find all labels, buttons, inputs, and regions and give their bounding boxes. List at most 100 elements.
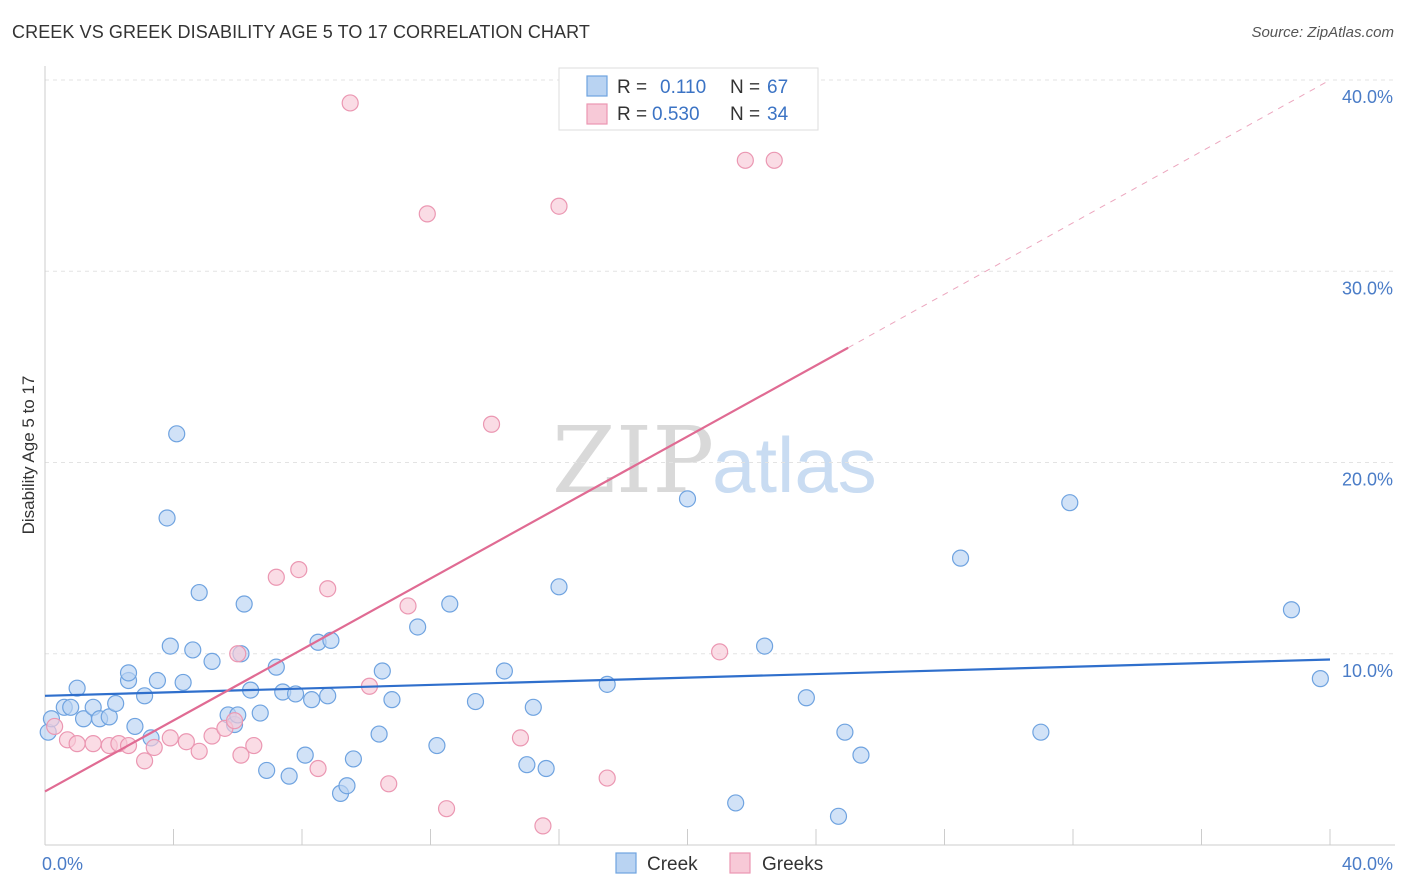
greeks-r-value: 0.530 bbox=[652, 104, 700, 125]
creek-point-38 bbox=[319, 687, 337, 705]
legend-creek-label: Creek bbox=[647, 854, 698, 875]
creek-point-21 bbox=[190, 583, 208, 602]
y-tick-labels: 10.0% 20.0% 30.0% 40.0% bbox=[1342, 87, 1393, 681]
creek-swatch bbox=[586, 75, 608, 97]
creek-point-57 bbox=[727, 794, 745, 812]
greeks-r-label: R = bbox=[617, 104, 647, 125]
creek-point-4 bbox=[68, 679, 86, 697]
creek-point-61 bbox=[836, 723, 854, 741]
creek-point-35 bbox=[296, 746, 314, 764]
greeks-point-29 bbox=[511, 729, 530, 747]
creek-point-18 bbox=[168, 425, 186, 443]
creek-point-41 bbox=[338, 777, 356, 795]
creek-point-67 bbox=[1311, 670, 1329, 688]
creek-point-45 bbox=[383, 691, 401, 709]
creek-point-58 bbox=[755, 637, 774, 655]
greeks-point-24 bbox=[380, 775, 398, 793]
data-points bbox=[39, 94, 1329, 835]
creek-r-value: 0.110 bbox=[660, 77, 706, 98]
chart-title: CREEK VS GREEK DISABILITY AGE 5 TO 17 CO… bbox=[12, 22, 591, 42]
creek-point-22 bbox=[203, 652, 221, 671]
greeks-point-19 bbox=[290, 560, 308, 579]
greeks-point-15 bbox=[229, 645, 247, 663]
greeks-point-30 bbox=[534, 817, 552, 835]
greeks-point-16 bbox=[232, 746, 250, 764]
creek-point-54 bbox=[550, 578, 568, 596]
x-tick-label-0: 0.0% bbox=[42, 854, 83, 874]
creek-point-43 bbox=[370, 725, 388, 743]
y-tick-label-1: 20.0% bbox=[1342, 470, 1393, 490]
creek-point-29 bbox=[251, 704, 269, 722]
trend-lines bbox=[44, 79, 1331, 793]
greeks-point-32 bbox=[598, 769, 616, 787]
greeks-point-27 bbox=[437, 800, 456, 818]
creek-point-16 bbox=[158, 509, 176, 527]
greeks-point-10 bbox=[177, 733, 195, 751]
creek-point-12 bbox=[126, 717, 144, 736]
greeks-point-8 bbox=[145, 738, 163, 757]
greeks-point-11 bbox=[190, 742, 208, 760]
greeks-point-33 bbox=[711, 643, 729, 661]
y-tick-label-0: 10.0% bbox=[1342, 661, 1393, 681]
greeks-point-7 bbox=[135, 752, 154, 770]
creek-point-48 bbox=[441, 595, 459, 613]
creek-point-30 bbox=[258, 761, 276, 780]
creek-point-19 bbox=[174, 673, 192, 692]
stats-legend: R = 0.110 N = 67 R = 0.530 N = 34 bbox=[558, 67, 819, 131]
source-label: Source: ZipAtlas.com bbox=[1251, 24, 1394, 41]
legend-greeks-swatch bbox=[729, 852, 751, 874]
creek-point-46 bbox=[409, 618, 427, 636]
creek-point-39 bbox=[322, 631, 340, 649]
creek-point-49 bbox=[466, 692, 485, 711]
creek-point-20 bbox=[184, 641, 202, 659]
creek-point-50 bbox=[495, 662, 513, 680]
legend-creek-swatch bbox=[615, 852, 637, 874]
greeks-point-2 bbox=[68, 735, 86, 753]
legend-greeks-label: Greeks bbox=[762, 854, 823, 875]
greeks-point-20 bbox=[309, 759, 327, 778]
greeks-point-14 bbox=[225, 712, 244, 730]
greeks-trend-extension bbox=[847, 79, 1331, 349]
creek-point-53 bbox=[537, 759, 555, 778]
creek-point-51 bbox=[518, 756, 536, 774]
greeks-point-18 bbox=[267, 568, 285, 586]
creek-point-63 bbox=[951, 549, 970, 567]
greeks-point-0 bbox=[46, 717, 64, 736]
y-tick-label-3: 40.0% bbox=[1342, 87, 1393, 107]
creek-point-44 bbox=[373, 662, 391, 680]
y-axis-title: Disability Age 5 to 17 bbox=[19, 376, 38, 535]
creek-r-label: R = bbox=[617, 77, 647, 98]
greeks-point-34 bbox=[736, 151, 754, 169]
creek-point-15 bbox=[148, 671, 167, 690]
creek-point-36 bbox=[303, 691, 321, 709]
greeks-point-21 bbox=[319, 580, 337, 598]
creek-point-64 bbox=[1032, 723, 1050, 741]
creek-point-33 bbox=[280, 767, 298, 785]
creek-point-62 bbox=[852, 746, 870, 764]
creek-point-59 bbox=[797, 689, 815, 707]
creek-point-60 bbox=[829, 807, 848, 825]
creek-point-13 bbox=[135, 687, 154, 705]
creek-point-52 bbox=[524, 698, 542, 716]
greeks-swatch bbox=[586, 103, 608, 125]
creek-point-11 bbox=[119, 664, 138, 682]
greeks-point-12 bbox=[203, 727, 221, 745]
creek-n-label: N = bbox=[730, 77, 760, 98]
greeks-n-value: 34 bbox=[767, 104, 789, 125]
greeks-point-9 bbox=[161, 729, 179, 747]
greeks-point-17 bbox=[245, 736, 263, 755]
creek-point-9 bbox=[107, 694, 125, 713]
greeks-point-31 bbox=[550, 197, 568, 215]
x-tick-labels: 0.0% 40.0% bbox=[42, 854, 1393, 874]
creek-point-17 bbox=[161, 637, 179, 655]
greeks-point-3 bbox=[84, 735, 102, 753]
greeks-trend-line bbox=[44, 346, 849, 793]
creek-n-value: 67 bbox=[767, 77, 788, 98]
y-tick-label-2: 30.0% bbox=[1342, 278, 1393, 298]
creek-point-47 bbox=[428, 736, 446, 755]
greeks-point-28 bbox=[482, 415, 501, 433]
gridlines bbox=[45, 79, 1395, 655]
greeks-point-26 bbox=[418, 205, 436, 223]
creek-point-65 bbox=[1061, 494, 1079, 512]
